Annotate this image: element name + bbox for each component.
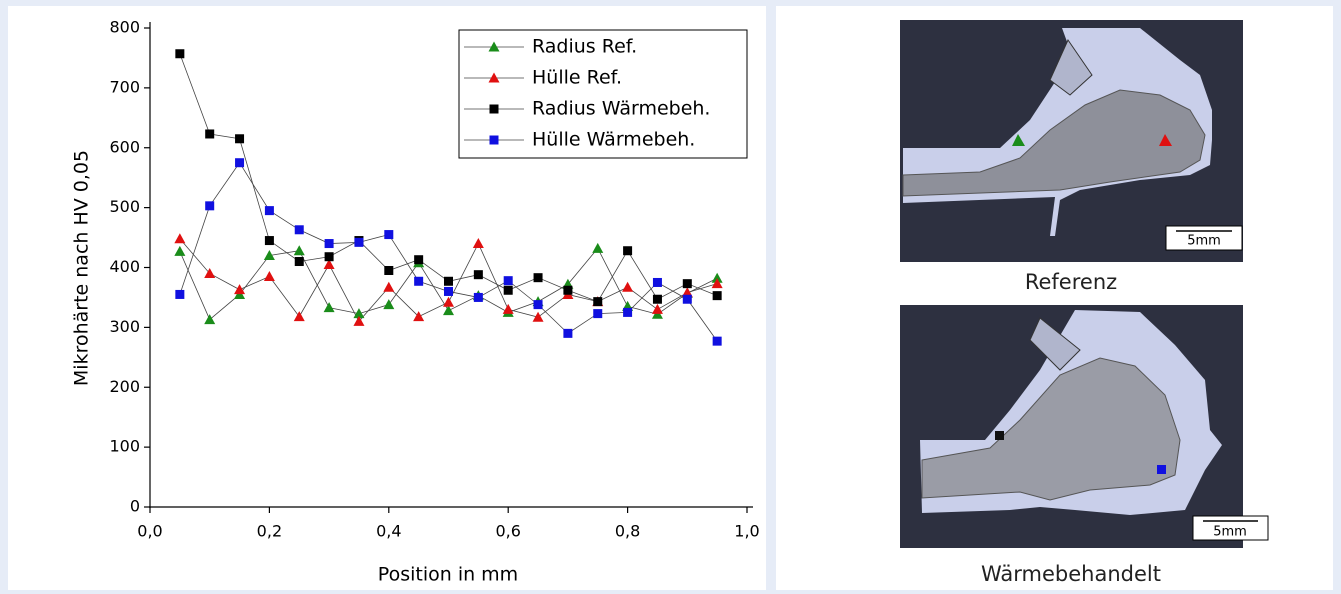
marker xyxy=(473,270,483,280)
legend-box xyxy=(458,29,748,159)
marker xyxy=(235,158,245,168)
marker xyxy=(293,311,305,322)
marker xyxy=(592,242,604,253)
marker xyxy=(711,272,723,283)
marker xyxy=(204,267,216,278)
marker xyxy=(324,239,334,249)
marker xyxy=(383,281,395,292)
marker xyxy=(712,291,722,301)
marker xyxy=(563,328,573,338)
marker xyxy=(503,285,513,295)
marker xyxy=(623,307,633,317)
legend: Radius Ref. Hülle Ref. Radius Wärmebeh. Hül… xyxy=(458,29,748,159)
image-caption: Referenz xyxy=(1025,270,1117,294)
scale-bar-label: 5mm xyxy=(1187,234,1221,249)
marker xyxy=(651,303,663,314)
x-tick-label: 0,0 xyxy=(137,522,162,541)
marker xyxy=(175,49,185,59)
marker xyxy=(324,252,334,262)
marker xyxy=(353,315,365,326)
marker xyxy=(623,246,633,256)
marker xyxy=(443,305,454,316)
marker xyxy=(205,201,215,211)
marker xyxy=(443,296,454,307)
marker xyxy=(488,41,500,52)
marker xyxy=(263,250,275,261)
y-tick-label: 200 xyxy=(109,377,140,396)
marker xyxy=(174,233,186,244)
legend-label: Radius Wärmebeh. xyxy=(532,98,710,120)
legend-label: Hülle Ref. xyxy=(532,67,622,89)
x-tick-label: 0,4 xyxy=(376,522,401,541)
marker xyxy=(473,292,483,302)
x-tick-label: 0,8 xyxy=(615,522,640,541)
marker xyxy=(384,265,394,275)
marker xyxy=(205,129,215,139)
marker xyxy=(489,135,499,145)
legend-label: Hülle Wärmebeh. xyxy=(532,129,695,151)
legend-label: Radius Ref. xyxy=(532,36,637,58)
marker xyxy=(503,276,513,286)
y-tick-label: 800 xyxy=(109,18,140,37)
scale-bar-label: 5mm xyxy=(1213,525,1247,540)
y-tick-label: 400 xyxy=(109,257,140,276)
y-tick-label: 300 xyxy=(109,317,140,336)
x-tick-label: 1,0 xyxy=(734,522,759,541)
marker xyxy=(323,259,335,270)
marker xyxy=(502,303,514,314)
micrograph-heat-treated: 5mm xyxy=(900,305,1269,548)
y-axis-label: Mikrohärte nach HV 0,05 xyxy=(71,150,93,386)
y-tick-label: 600 xyxy=(109,137,140,156)
marker xyxy=(353,308,365,319)
marker xyxy=(383,299,395,310)
marker xyxy=(472,238,484,249)
x-tick-label: 0,6 xyxy=(495,522,520,541)
marker xyxy=(681,287,693,298)
marker xyxy=(652,277,662,287)
marker xyxy=(264,236,274,246)
marker xyxy=(323,302,335,313)
marker xyxy=(488,72,500,83)
marker xyxy=(204,314,216,325)
marker xyxy=(682,294,692,304)
marker xyxy=(354,237,364,247)
x-axis-label: Position in mm xyxy=(378,564,518,586)
marker xyxy=(174,245,186,256)
y-tick-label: 100 xyxy=(109,437,140,456)
marker xyxy=(489,104,499,114)
y-tick-label: 700 xyxy=(109,77,140,96)
marker xyxy=(175,289,185,299)
marker xyxy=(533,273,543,283)
y-tick-label: 500 xyxy=(109,197,140,216)
marker xyxy=(263,270,275,281)
marker xyxy=(444,276,453,286)
marker xyxy=(294,257,304,267)
marker xyxy=(293,245,305,256)
marker xyxy=(622,281,634,292)
marker xyxy=(532,311,544,322)
marker xyxy=(711,278,723,289)
marker xyxy=(413,311,425,322)
marker xyxy=(533,300,543,310)
marker xyxy=(264,206,274,216)
y-tick-label: 0 xyxy=(130,497,140,516)
marker xyxy=(682,279,692,289)
x-tick-label: 0,2 xyxy=(257,522,282,541)
marker xyxy=(652,294,662,304)
marker xyxy=(444,286,453,296)
marker xyxy=(712,336,722,346)
marker xyxy=(414,255,424,265)
marker xyxy=(414,276,424,286)
marker xyxy=(593,309,603,319)
image-caption: Wärmebehandelt xyxy=(981,562,1161,586)
marker xyxy=(235,134,245,144)
marker xyxy=(384,230,394,240)
micrograph-reference: 5mm xyxy=(900,20,1243,262)
marker xyxy=(593,297,603,307)
marker xyxy=(294,225,304,235)
marker xyxy=(563,285,573,295)
marker xyxy=(234,284,246,295)
